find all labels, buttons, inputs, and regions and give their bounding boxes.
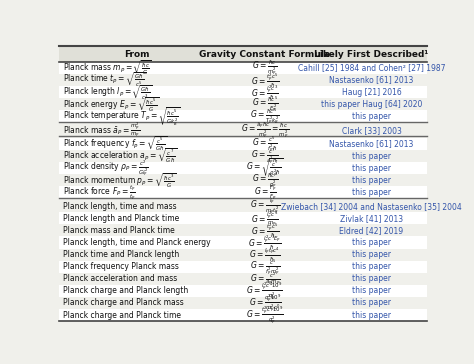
Bar	[59, 110, 427, 122]
Text: Cahill [25] 1984 and Cohen² [27] 1987: Cahill [25] 1984 and Cohen² [27] 1987	[298, 63, 445, 72]
Text: $G = \sqrt{\frac{c^7}{\rho_P^2 \hbar}}$: $G = \sqrt{\frac{c^7}{\rho_P^2 \hbar}}$	[246, 157, 284, 179]
Text: this paper: this paper	[352, 238, 391, 247]
Text: Planck length, time and mass: Planck length, time and mass	[63, 202, 176, 211]
Text: this paper: this paper	[352, 250, 391, 259]
Text: this paper: this paper	[352, 274, 391, 283]
Text: this paper: this paper	[352, 310, 391, 320]
Text: Zivlak [41] 2013: Zivlak [41] 2013	[340, 214, 403, 223]
Bar	[59, 273, 427, 285]
Text: Clark [33] 2003: Clark [33] 2003	[342, 126, 401, 135]
Text: Likely First Described¹: Likely First Described¹	[314, 50, 428, 59]
Text: $G = \frac{t_P^2 c^5}{\hbar}$: $G = \frac{t_P^2 c^5}{\hbar}$	[251, 71, 279, 90]
Bar	[59, 261, 427, 273]
Text: Planck mass and Planck time: Planck mass and Planck time	[63, 226, 175, 235]
Bar	[59, 297, 427, 309]
Bar	[59, 237, 427, 249]
Text: this paper: this paper	[352, 151, 391, 161]
Text: $G = \frac{c^2}{a_P m_P}$: $G = \frac{c^2}{a_P m_P}$	[250, 270, 280, 287]
Bar	[59, 200, 427, 212]
Text: Planck mass $\bar{a}_P = \frac{m_P^2}{m_P}$: Planck mass $\bar{a}_P = \frac{m_P^2}{m_…	[63, 121, 140, 139]
Bar	[59, 285, 427, 297]
Bar	[59, 174, 427, 186]
Text: Planck mass $m_P = \sqrt{\frac{\hbar c}{G}}$: Planck mass $m_P = \sqrt{\frac{\hbar c}{…	[63, 59, 152, 78]
Text: $G = \frac{t_P^2 c^5 10^9}{q_P^2}$: $G = \frac{t_P^2 c^5 10^9}{q_P^2}$	[246, 304, 284, 326]
Text: Planck charge and Planck time: Planck charge and Planck time	[63, 310, 181, 320]
Text: Planck time $t_P = \sqrt{\frac{G\hbar}{c^5}}$: Planck time $t_P = \sqrt{\frac{G\hbar}{c…	[63, 71, 146, 90]
Bar	[59, 98, 427, 110]
Text: Planck acceleration $a_P = \sqrt{\frac{c^7}{G\hbar}}$: Planck acceleration $a_P = \sqrt{\frac{c…	[63, 147, 178, 166]
Text: $G = \frac{t_P^2 c^5}{\hbar}$: $G = \frac{t_P^2 c^5}{\hbar}$	[251, 221, 279, 240]
Text: this paper: this paper	[352, 262, 391, 271]
Bar	[59, 124, 427, 136]
Bar	[59, 249, 427, 261]
Text: Planck time and Planck length: Planck time and Planck length	[63, 250, 179, 259]
Text: Planck length and Planck time: Planck length and Planck time	[63, 214, 179, 223]
Text: Planck length, time and Planck energy: Planck length, time and Planck energy	[63, 238, 210, 247]
Text: this paper: this paper	[352, 164, 391, 173]
Bar	[59, 62, 427, 74]
Bar	[59, 74, 427, 86]
Bar	[59, 150, 427, 162]
Bar	[59, 162, 427, 174]
Text: Planck length $l_P = \sqrt{\frac{G\hbar}{c^3}}$: Planck length $l_P = \sqrt{\frac{G\hbar}…	[63, 83, 152, 102]
Text: this paper: this paper	[352, 298, 391, 308]
Text: $G = \frac{c^7}{a_P^2 \hbar}$: $G = \frac{c^7}{a_P^2 \hbar}$	[251, 146, 279, 166]
Text: this paper: this paper	[352, 286, 391, 296]
Text: this paper: this paper	[352, 176, 391, 185]
Text: $G = \frac{\hbar c}{m_P^2}$: $G = \frac{\hbar c}{m_P^2}$	[252, 59, 278, 78]
Text: $G = \frac{c^5}{f_P^2 \hbar}$: $G = \frac{c^5}{f_P^2 \hbar}$	[252, 134, 278, 154]
Bar	[59, 186, 427, 198]
Text: $G = \frac{q_P^2 10^9}{m_P^2 c^0}$: $G = \frac{q_P^2 10^9}{m_P^2 c^0}$	[248, 292, 282, 314]
Text: Gravity Constant Formula: Gravity Constant Formula	[200, 50, 330, 59]
Text: Eldred [42] 2019: Eldred [42] 2019	[339, 226, 403, 235]
Text: $G = \frac{\hbar c^5}{T_P^2 k_B^2}$: $G = \frac{\hbar c^5}{T_P^2 k_B^2}$	[250, 106, 280, 126]
Text: Planck frequency Planck mass: Planck frequency Planck mass	[63, 262, 179, 271]
Text: $G = \frac{l_P^2 c^3 E_P}{\hbar}$: $G = \frac{l_P^2 c^3 E_P}{\hbar}$	[248, 233, 282, 252]
Text: $G = \frac{l_P t_P c^4}{\hbar}$: $G = \frac{l_P t_P c^4}{\hbar}$	[249, 245, 281, 264]
Text: Planck force $F_P = \frac{t_P}{t_P}$: Planck force $F_P = \frac{t_P}{t_P}$	[63, 183, 136, 202]
Text: $G = \frac{l_P^2 c^3}{\hbar}$: $G = \frac{l_P^2 c^3}{\hbar}$	[251, 83, 279, 102]
Text: $G = \frac{l_P^2 c^4 10^9}{q_P^2}$: $G = \frac{l_P^2 c^4 10^9}{q_P^2}$	[246, 280, 283, 302]
Text: Planck acceleration and mass: Planck acceleration and mass	[63, 274, 177, 283]
Text: Planck energy $E_P = \sqrt{\frac{\hbar c^5}{G}}$: Planck energy $E_P = \sqrt{\frac{\hbar c…	[63, 95, 159, 114]
Text: Planck momentum $p_P = \sqrt{\frac{\hbar c^3}{G}}$: Planck momentum $p_P = \sqrt{\frac{\hbar…	[63, 171, 177, 190]
Text: $G = \frac{l_P}{m_P t_P^2}$: $G = \frac{l_P}{m_P t_P^2}$	[250, 196, 280, 216]
Text: $G = \frac{c^5}{f_P^2 m_P^2}$: $G = \frac{c^5}{f_P^2 m_P^2}$	[250, 257, 280, 277]
Bar	[59, 47, 427, 62]
Bar	[59, 224, 427, 237]
Text: Planck density $\rho_P = \frac{c^2}{G l_P^2}$: Planck density $\rho_P = \frac{c^2}{G l_…	[63, 158, 149, 178]
Text: Zwiebach [34] 2004 and Nastasenko [35] 2004: Zwiebach [34] 2004 and Nastasenko [35] 2…	[281, 202, 462, 211]
Text: From: From	[124, 50, 149, 59]
Text: Haug [21] 2016: Haug [21] 2016	[342, 88, 401, 97]
Text: Planck frequency $f_P = \sqrt{\frac{c^5}{G\hbar}}$: Planck frequency $f_P = \sqrt{\frac{c^5}…	[63, 135, 167, 153]
Bar	[59, 212, 427, 224]
Text: $G = \frac{F_P}{F_P}$: $G = \frac{F_P}{F_P}$	[254, 183, 276, 202]
Text: Planck charge and Planck length: Planck charge and Planck length	[63, 286, 188, 296]
Text: $G = \frac{\hbar c^3}{p_P^2}$: $G = \frac{\hbar c^3}{p_P^2}$	[252, 170, 278, 190]
Text: this paper: this paper	[352, 188, 391, 197]
Text: this paper: this paper	[352, 112, 391, 121]
Text: $G = \frac{l_P^2 c^3}{m_P}$: $G = \frac{l_P^2 c^3}{m_P}$	[251, 209, 279, 228]
Text: $G = \frac{\hbar c^5}{E_P^2}$: $G = \frac{\hbar c^5}{E_P^2}$	[252, 94, 278, 114]
Text: Nastasenko [61] 2013: Nastasenko [61] 2013	[329, 76, 414, 84]
Text: this paper Haug [64] 2020: this paper Haug [64] 2020	[321, 100, 422, 109]
Bar	[59, 309, 427, 321]
Text: Planck temperature $T_P = \sqrt{\frac{\hbar c^5}{G k_B^2}}$: Planck temperature $T_P = \sqrt{\frac{\h…	[63, 105, 181, 127]
Text: $G = \frac{\bar{a}_P \hbar c}{m_P^2} = \frac{\hbar c}{m_P^2}$: $G = \frac{\bar{a}_P \hbar c}{m_P^2} = \…	[241, 120, 289, 140]
Text: Planck charge and Planck mass: Planck charge and Planck mass	[63, 298, 183, 308]
Bar	[59, 138, 427, 150]
Bar	[59, 86, 427, 98]
Text: Nastasenko [61] 2013: Nastasenko [61] 2013	[329, 139, 414, 149]
